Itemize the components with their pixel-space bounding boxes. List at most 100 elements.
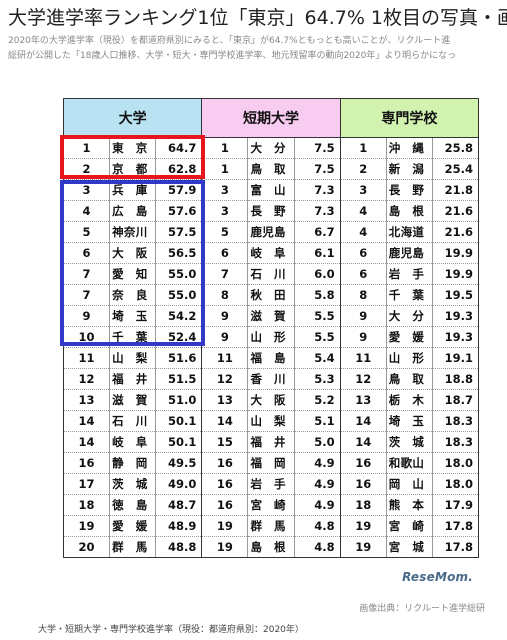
junior-rank-cell: 9: [201, 326, 248, 348]
vocational-val-cell: 19.9: [431, 242, 480, 264]
junior-val-cell: 4.9: [293, 473, 341, 495]
vocational-val-cell: 18.3: [431, 410, 480, 432]
university-pref-cell: 東京: [109, 137, 156, 159]
vocational-val-cell: 21.6: [431, 221, 480, 243]
university-pref-cell: 茨城: [109, 473, 156, 495]
junior-pref-cell: 山梨: [247, 410, 295, 432]
junior-rank-cell: 6: [201, 242, 248, 264]
vocational-pref-cell: 宮城: [385, 536, 433, 558]
table-row: 1 東京 64.7 1 大分 7.5 1 沖縄 25.8: [62, 137, 480, 159]
university-pref-cell: 静岡: [109, 452, 156, 474]
junior-rank-cell: 16: [201, 452, 248, 474]
junior-rank-cell: 3: [201, 200, 248, 222]
junior-rank-cell: 19: [201, 515, 248, 537]
university-val-cell: 51.0: [155, 389, 202, 411]
vocational-pref-cell: 栃木: [385, 389, 433, 411]
junior-val-cell: 4.8: [293, 515, 341, 537]
junior-pref-cell: 長野: [247, 200, 295, 222]
university-header: 大学: [62, 98, 203, 138]
university-val-cell: 48.7: [155, 494, 202, 516]
university-rank-cell: 5: [62, 221, 110, 243]
university-pref-cell: 滋賀: [109, 389, 156, 411]
junior-val-cell: 5.3: [293, 368, 341, 390]
junior-rank-cell: 19: [201, 536, 248, 558]
university-val-cell: 50.1: [155, 410, 202, 432]
table-row: 7 愛知 55.0 7 石川 6.0 6 岩手 19.9: [62, 263, 480, 285]
vocational-rank-cell: 4: [339, 200, 387, 222]
vocational-val-cell: 18.7: [431, 389, 480, 411]
table-row: 20 群馬 48.8 19 島根 4.8 19 宮城 17.8: [62, 536, 480, 558]
vocational-rank-cell: 19: [339, 536, 387, 558]
vocational-val-cell: 19.1: [431, 347, 480, 369]
university-pref-cell: 福井: [109, 368, 156, 390]
vocational-school-header: 専門学校: [339, 98, 480, 138]
university-rank-cell: 19: [62, 515, 110, 537]
junior-pref-cell: 福岡: [247, 452, 295, 474]
ranking-table: 大学 短期大学 専門学校 1 東京 64.7 1 大分 7.5 1 沖縄 25.8 2 京都 62.8…: [62, 98, 480, 558]
vocational-rank-cell: 13: [339, 389, 387, 411]
junior-pref-cell: 岩手: [247, 473, 295, 495]
table-row: 6 大阪 56.5 6 岐阜 6.1 6 鹿児島 19.9: [62, 242, 480, 264]
university-val-cell: 48.9: [155, 515, 202, 537]
junior-pref-cell: 群馬: [247, 515, 295, 537]
table-row: 12 福井 51.5 12 香川 5.3 12 鳥取 18.8: [62, 368, 480, 390]
university-pref-cell: 神奈川: [109, 221, 156, 243]
university-val-cell: 49.0: [155, 473, 202, 495]
junior-val-cell: 6.1: [293, 242, 341, 264]
junior-pref-cell: 滋賀: [247, 305, 295, 327]
vocational-rank-cell: 16: [339, 452, 387, 474]
university-pref-cell: 大阪: [109, 242, 156, 264]
vocational-val-cell: 18.0: [431, 473, 480, 495]
university-rank-cell: 12: [62, 368, 110, 390]
university-rank-cell: 2: [62, 158, 110, 180]
junior-rank-cell: 13: [201, 389, 248, 411]
vocational-rank-cell: 19: [339, 515, 387, 537]
lede-line-1: 2020年の大学進学率（現役）を都道府県別にみると、「東京」が64.7%ともっと…: [8, 36, 451, 46]
vocational-pref-cell: 茨城: [385, 431, 433, 453]
table-row: 4 広島 57.6 3 長野 7.3 4 島根 21.6: [62, 200, 480, 222]
vocational-pref-cell: 長野: [385, 179, 433, 201]
table-row: 19 愛媛 48.9 19 群馬 4.8 19 宮崎 17.8: [62, 515, 480, 537]
junior-val-cell: 5.8: [293, 284, 341, 306]
vocational-val-cell: 25.8: [431, 137, 480, 159]
junior-val-cell: 5.5: [293, 305, 341, 327]
article-headline: 大学進学率ランキング1位「東京」64.7% 1枚目の写真・画: [8, 7, 507, 29]
vocational-pref-cell: 大分: [385, 305, 433, 327]
university-rank-cell: 14: [62, 410, 110, 432]
vocational-pref-cell: 和歌山: [385, 452, 433, 474]
vocational-rank-cell: 4: [339, 221, 387, 243]
university-val-cell: 57.6: [155, 200, 202, 222]
university-pref-cell: 山梨: [109, 347, 156, 369]
junior-pref-cell: 香川: [247, 368, 295, 390]
vocational-val-cell: 19.9: [431, 263, 480, 285]
university-pref-cell: 広島: [109, 200, 156, 222]
junior-college-header: 短期大学: [201, 98, 341, 138]
university-rank-cell: 10: [62, 326, 110, 348]
junior-val-cell: 5.4: [293, 347, 341, 369]
vocational-rank-cell: 9: [339, 326, 387, 348]
junior-rank-cell: 12: [201, 368, 248, 390]
vocational-val-cell: 21.6: [431, 200, 480, 222]
junior-val-cell: 7.5: [293, 137, 341, 159]
university-pref-cell: 石川: [109, 410, 156, 432]
university-val-cell: 57.9: [155, 179, 202, 201]
table-row: 17 茨城 49.0 16 岩手 4.9 16 岡山 18.0: [62, 473, 480, 495]
university-pref-cell: 徳島: [109, 494, 156, 516]
junior-val-cell: 5.0: [293, 431, 341, 453]
junior-pref-cell: 山形: [247, 326, 295, 348]
vocational-pref-cell: 山形: [385, 347, 433, 369]
university-rank-cell: 7: [62, 284, 110, 306]
university-rank-cell: 3: [62, 179, 110, 201]
junior-pref-cell: 福井: [247, 431, 295, 453]
university-rank-cell: 9: [62, 305, 110, 327]
ranking-figure: 大学 短期大学 専門学校 1 東京 64.7 1 大分 7.5 1 沖縄 25.8 2 京都 62.8…: [43, 82, 505, 594]
vocational-val-cell: 18.0: [431, 452, 480, 474]
vocational-pref-cell: 岩手: [385, 263, 433, 285]
junior-rank-cell: 5: [201, 221, 248, 243]
vocational-val-cell: 18.8: [431, 368, 480, 390]
junior-pref-cell: 鳥取: [247, 158, 295, 180]
vocational-rank-cell: 6: [339, 263, 387, 285]
junior-val-cell: 5.5: [293, 326, 341, 348]
vocational-val-cell: 17.8: [431, 515, 480, 537]
table-row: 13 滋賀 51.0 13 大阪 5.2 13 栃木 18.7: [62, 389, 480, 411]
